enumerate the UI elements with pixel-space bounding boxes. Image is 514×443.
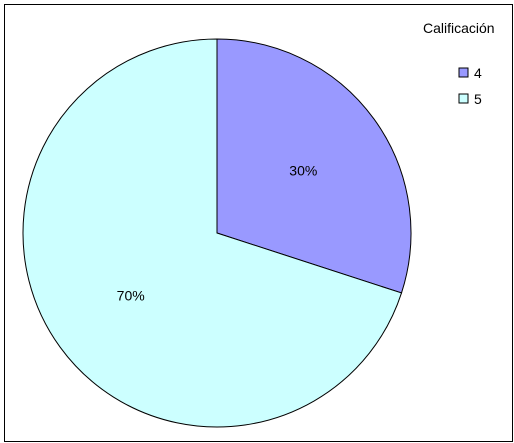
legend: Calificación 4 5 [423, 20, 495, 107]
legend-swatch-4 [458, 67, 469, 78]
pie-slice-5 [22, 38, 403, 428]
legend-label-5: 5 [474, 91, 482, 107]
slice-label-4: 30% [289, 162, 317, 178]
slice-label-5: 70% [117, 288, 145, 304]
slice-labels: 30% 70% [117, 162, 318, 303]
legend-title: Calificación [423, 20, 495, 36]
pie-slices [22, 38, 412, 428]
legend-swatch-5 [458, 93, 469, 104]
pie-slice-4 [216, 38, 412, 294]
legend-label-4: 4 [474, 65, 482, 81]
